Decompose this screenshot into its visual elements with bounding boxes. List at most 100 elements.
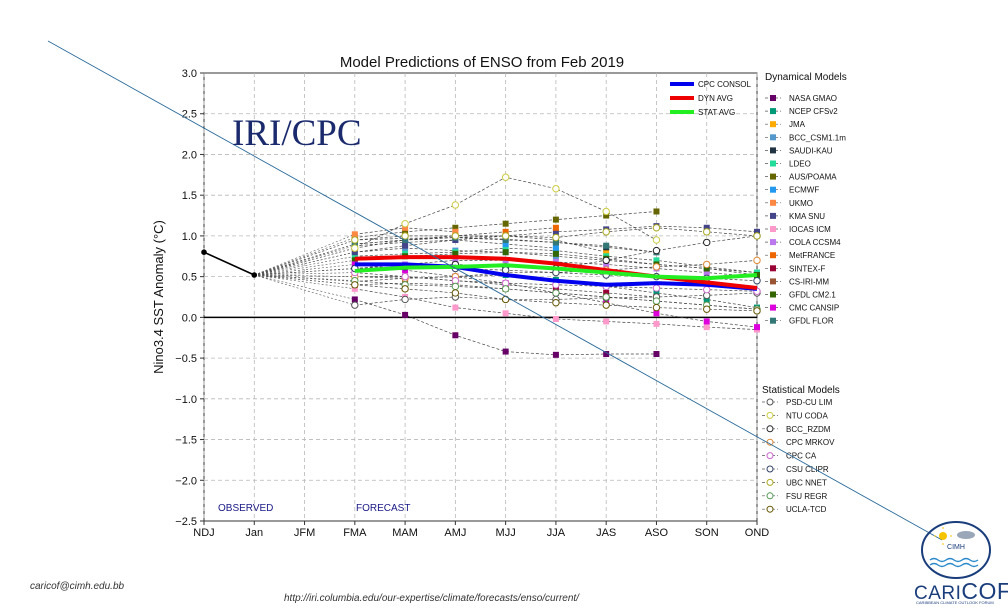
x-tick-label: JFM (294, 527, 315, 539)
y-tick-label: 3.0 (182, 68, 197, 80)
model-point (452, 304, 459, 311)
model-point (351, 253, 358, 260)
x-tick-label: JJA (547, 527, 566, 539)
caricof-name-part-b: COF (961, 578, 1008, 604)
legend-average-label: CPC CONSOL (698, 80, 751, 89)
legend-dynamical-label: MetFRANCE (789, 251, 835, 260)
cloud-icon (957, 531, 975, 539)
legend-dynamical-marker (770, 121, 776, 128)
model-point (402, 242, 409, 249)
observed-line (203, 251, 255, 276)
legend-statistical-marker (766, 492, 774, 500)
legend-statistical: PSD-CU LIM NTU CODA BCC_RZDM CPC MRKOV CPC C… (762, 398, 835, 514)
model-point (603, 249, 610, 256)
legend-dynamical-label: GFDL CM2.1 (789, 291, 836, 300)
legend-dynamical-label: JMA (789, 120, 806, 129)
y-tick-label: −2.5 (175, 516, 197, 528)
model-point (552, 315, 559, 322)
y-tick-label: 2.0 (182, 149, 197, 161)
legend-statistical-label: NTU CODA (786, 411, 828, 420)
x-tick-label: SON (695, 527, 719, 539)
model-point (653, 257, 660, 264)
legend-dynamical-marker (770, 212, 776, 219)
model-connector (254, 243, 355, 276)
average-line (354, 263, 758, 281)
legend-statistical-label: CPC MRKOV (786, 438, 835, 447)
model-point (703, 324, 710, 331)
model-point (652, 297, 661, 305)
model-point (652, 246, 661, 255)
legend-dynamical-label: AUS/POAMA (789, 173, 837, 182)
model-point (703, 305, 711, 313)
model-point (703, 318, 710, 325)
model-point (602, 293, 610, 301)
legend-averages: CPC CONSOL DYN AVG STAT AVG (670, 80, 751, 117)
forecast-label: FORECAST (356, 503, 410, 514)
model-point (552, 351, 559, 358)
model-point (351, 244, 359, 252)
model-point (753, 232, 761, 240)
model-point (401, 219, 409, 228)
model-point (501, 285, 510, 293)
model-point (451, 282, 460, 291)
model-point (653, 289, 660, 296)
legend-dynamical-marker (770, 317, 776, 324)
model-point (603, 242, 610, 249)
model-connector (254, 272, 355, 276)
model-point (502, 241, 509, 248)
legend-dynamical-marker (770, 226, 776, 232)
model-point (351, 285, 358, 292)
legend-statistical-label: UBC NNET (786, 478, 827, 487)
model-point (502, 348, 509, 355)
model-point (452, 257, 459, 264)
x-tick-label: AMJ (444, 527, 466, 539)
model-point (501, 266, 510, 274)
legend-dynamical-marker (770, 95, 776, 101)
model-point (351, 241, 358, 248)
model-point (552, 250, 559, 257)
legend-statistical-label: PSD-CU LIM (786, 398, 833, 407)
y-tick-label: −1.5 (175, 435, 197, 447)
legend-statistical-label: BCC_RZDM (786, 425, 831, 434)
x-tick-label: ASO (645, 527, 669, 539)
model-point (603, 289, 610, 296)
model-connector (254, 251, 355, 276)
y-tick-label: −1.0 (175, 394, 197, 406)
legend-average-label: STAT AVG (698, 108, 735, 117)
y-tick-label: 1.0 (182, 231, 197, 243)
model-point (502, 310, 509, 317)
average-line (354, 255, 758, 291)
legend-dynamical-label: KMA SNU (789, 212, 825, 221)
caricof-tagline: CARIBBEAN CLIMATE OUTLOOK FORUM (916, 600, 994, 605)
footer-email: caricof@cimh.edu.bb (30, 581, 125, 592)
model-connector (254, 260, 355, 276)
legend-dynamical-marker (770, 304, 776, 311)
legend-dynamical-marker (770, 199, 776, 206)
legend-statistical-label: FSU REGR (786, 492, 828, 501)
legend-dynamical-label: SINTEX-F (789, 264, 826, 273)
legend-statistical-label: CSU CLIPR (786, 465, 829, 474)
legend-dynamical-label: CMC CANSIP (789, 304, 839, 313)
legend-statistical-marker (766, 425, 774, 433)
legend-dynamical-label: SAUDI-KAU (789, 146, 833, 155)
model-point (754, 324, 760, 331)
x-tick-label: NDJ (193, 527, 214, 539)
model-connector (254, 274, 355, 290)
model-point (351, 249, 358, 256)
model-point (703, 228, 711, 236)
y-tick-label: 0.0 (182, 312, 197, 324)
model-point (452, 250, 459, 257)
model-point (552, 184, 560, 193)
model-point (552, 285, 559, 292)
model-point (703, 224, 710, 231)
model-point (502, 245, 509, 252)
model-point (552, 233, 560, 242)
model-connector (254, 274, 355, 300)
legend-dynamical-marker (770, 186, 776, 193)
brand-watermark: IRI/CPC (232, 113, 362, 154)
model-point (652, 303, 661, 312)
y-axis-label: Nino3.4 SST Anomaly (°C) (151, 220, 166, 374)
legend-statistical-label: CPC CA (786, 452, 817, 461)
model-connector (254, 255, 355, 276)
chart-title: Model Predictions of ENSO from Feb 2019 (340, 54, 624, 71)
